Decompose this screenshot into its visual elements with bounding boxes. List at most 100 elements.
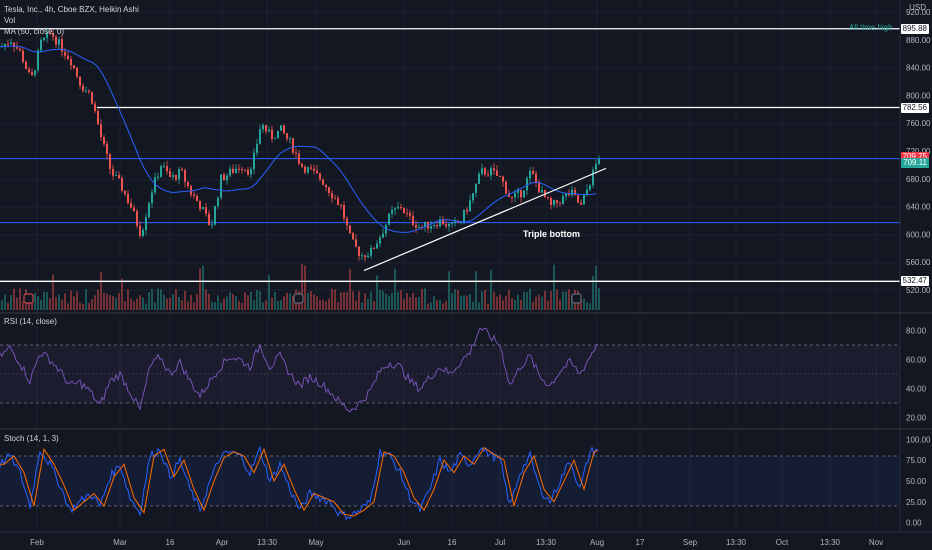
candle-body bbox=[553, 200, 555, 205]
price-axis[interactable]: 920.00 880.00 840.00 800.00 760.00 720.00 680.… bbox=[906, 8, 931, 295]
candle-body bbox=[103, 137, 105, 144]
candle-body bbox=[571, 189, 573, 196]
volume-bar bbox=[142, 297, 144, 310]
candle-body bbox=[169, 171, 171, 177]
candle-body bbox=[310, 167, 312, 169]
price-tag[interactable]: 709.11 bbox=[901, 157, 929, 168]
candle-body bbox=[433, 224, 435, 226]
time-tick-label: Aug bbox=[590, 538, 604, 547]
price-tick-label: 920.00 bbox=[906, 8, 931, 17]
volume-bar bbox=[349, 268, 351, 310]
candle-body bbox=[112, 168, 114, 176]
all-time-high-label[interactable]: All time high bbox=[849, 23, 893, 32]
volume-bar bbox=[415, 297, 417, 310]
volume-bar bbox=[388, 295, 390, 310]
volume-bar bbox=[190, 294, 192, 310]
volume-bar bbox=[193, 302, 195, 310]
candle-body bbox=[526, 178, 528, 191]
stoch-axis[interactable]: 100.00 75.00 50.00 25.00 0.00 bbox=[906, 435, 931, 527]
price-tag[interactable]: 709.75 bbox=[900, 152, 929, 163]
volume-bar bbox=[226, 296, 228, 310]
dividend-icon[interactable] bbox=[23, 293, 34, 304]
candle-body bbox=[79, 76, 81, 86]
time-axis[interactable]: Feb Mar 16 Apr 13:30 May Jun 16 Jul 13:30 Aug 17 Sep… bbox=[30, 538, 883, 547]
candle-body bbox=[460, 221, 462, 223]
volume-bar bbox=[535, 296, 537, 310]
candle-body bbox=[442, 219, 444, 225]
candle-body bbox=[199, 201, 201, 210]
time-tick-label: 13:30 bbox=[820, 538, 841, 547]
price-tag[interactable]: 532.47 bbox=[900, 276, 929, 287]
triple-bottom-label[interactable]: Triple bottom bbox=[523, 229, 580, 239]
volume-bar bbox=[547, 300, 549, 310]
candle-body bbox=[454, 220, 456, 223]
candle-body bbox=[379, 237, 381, 244]
candle-body bbox=[40, 39, 42, 51]
candle-body bbox=[133, 207, 135, 212]
price-tick-label: 800.00 bbox=[906, 91, 931, 100]
volume-bar bbox=[52, 274, 54, 310]
candle-body bbox=[64, 51, 66, 56]
volume-bar bbox=[79, 302, 81, 310]
rsi-legend[interactable]: RSI (14, close) bbox=[4, 317, 57, 326]
candle-body bbox=[421, 226, 423, 228]
candle-body bbox=[283, 125, 285, 134]
candle-body bbox=[160, 166, 162, 177]
price-tag[interactable]: 782.56 bbox=[900, 102, 929, 113]
volume-bar bbox=[403, 299, 405, 310]
candle-body bbox=[295, 152, 297, 154]
volume-bar bbox=[508, 289, 510, 310]
candle-body bbox=[124, 190, 126, 194]
volume-bar bbox=[490, 269, 492, 310]
candles bbox=[1, 27, 600, 262]
ma-legend[interactable]: MA (50, close, 0) bbox=[4, 27, 65, 36]
volume-bar bbox=[595, 265, 597, 310]
ma-line bbox=[0, 45, 597, 233]
stoch-legend[interactable]: Stoch (14, 1, 3) bbox=[4, 434, 59, 443]
volume-bar bbox=[439, 300, 441, 310]
earnings-icon[interactable] bbox=[571, 293, 582, 304]
volume-bar bbox=[382, 290, 384, 310]
candle-body bbox=[337, 198, 339, 205]
candle-body bbox=[16, 47, 18, 49]
volume-bar bbox=[145, 303, 147, 310]
candle-body bbox=[388, 213, 390, 225]
time-tick-label: 13:30 bbox=[257, 538, 278, 547]
event-markers[interactable] bbox=[23, 293, 582, 304]
currency-label[interactable]: USD bbox=[909, 3, 926, 12]
price-tag[interactable]: 895.88 bbox=[900, 23, 929, 34]
candle-body bbox=[316, 170, 318, 174]
volume-bar bbox=[334, 289, 336, 310]
candle-body bbox=[274, 138, 276, 140]
candle-body bbox=[385, 224, 387, 234]
volume-bar bbox=[46, 292, 48, 310]
volume-bar bbox=[58, 294, 60, 310]
candle-body bbox=[556, 200, 558, 203]
volume-legend[interactable]: Vol bbox=[4, 16, 16, 25]
candle-body bbox=[244, 169, 246, 171]
trendline[interactable] bbox=[363, 167, 607, 272]
rsi-axis[interactable]: 80.00 60.00 40.00 20.00 bbox=[906, 327, 927, 423]
candle-body bbox=[70, 59, 72, 66]
volume-bar bbox=[199, 268, 201, 310]
volume-bar bbox=[445, 301, 447, 310]
volume-bar bbox=[484, 289, 486, 310]
volume-bar bbox=[409, 297, 411, 310]
volume-bar bbox=[412, 292, 414, 310]
volume-bar bbox=[256, 290, 258, 310]
candle-body bbox=[145, 217, 147, 230]
candle-body bbox=[565, 193, 567, 197]
volume-bar bbox=[451, 293, 453, 310]
earnings-icon[interactable] bbox=[293, 293, 304, 304]
candle-body bbox=[289, 138, 291, 140]
volume-bar bbox=[343, 291, 345, 310]
volume-bar bbox=[133, 301, 135, 310]
volume-bar bbox=[379, 290, 381, 310]
volume-bar bbox=[511, 298, 513, 310]
volume-bar bbox=[187, 301, 189, 310]
candle-body bbox=[361, 255, 363, 257]
volume-bar bbox=[559, 299, 561, 310]
volume-bar bbox=[301, 264, 303, 310]
candle-body bbox=[412, 215, 414, 225]
